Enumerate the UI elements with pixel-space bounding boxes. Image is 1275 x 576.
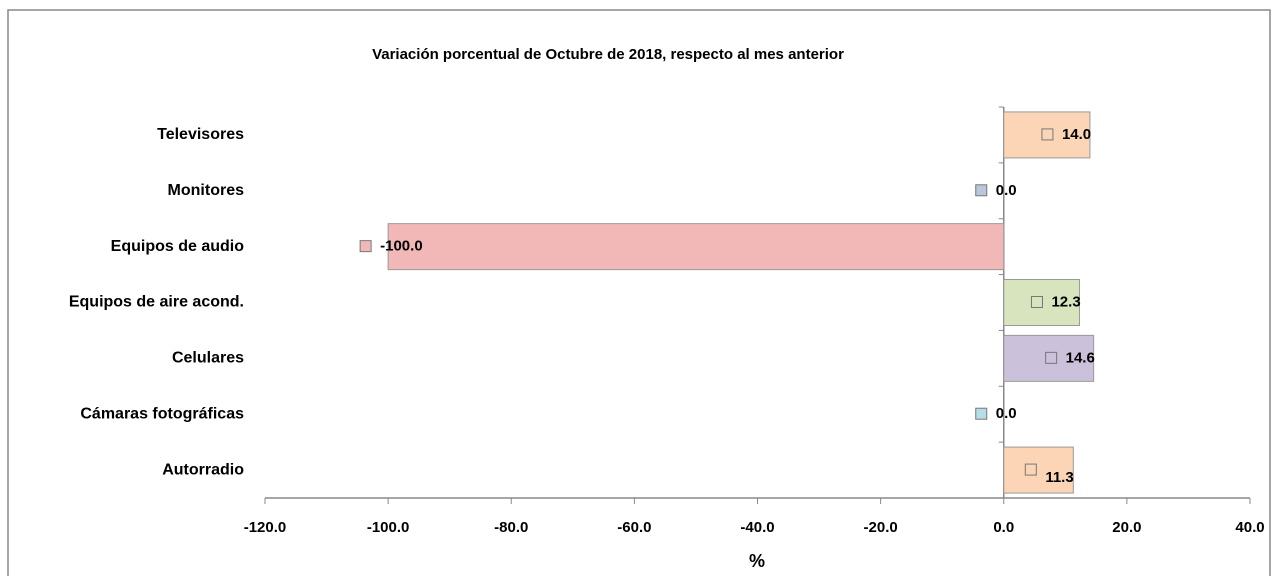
- x-tick-label: -120.0: [244, 519, 287, 536]
- chart-title: Variación porcentual de Octubre de 2018,…: [372, 46, 844, 63]
- x-tick-label: -100.0: [367, 519, 410, 536]
- y-tick-label: Cámaras fotográficas: [80, 405, 244, 422]
- label-key: [1030, 296, 1043, 308]
- value-label: 12.3: [1051, 293, 1080, 310]
- value-label: 14.6: [1066, 349, 1095, 366]
- x-tick-label: 40.0: [1235, 519, 1264, 536]
- x-axis-label: %: [749, 551, 765, 571]
- x-tick-label: 20.0: [1112, 519, 1141, 536]
- value-label: 14.0: [1062, 126, 1091, 143]
- value-label: 0.0: [996, 182, 1017, 199]
- bar: [1003, 446, 1074, 494]
- y-tick-label: Equipos de aire acond.: [69, 294, 244, 311]
- y-tick-label: Monitores: [168, 182, 245, 199]
- value-label: -100.0: [380, 238, 423, 255]
- label-key: [359, 240, 372, 253]
- y-tick-label: Celulares: [172, 350, 244, 367]
- label-key: [1045, 351, 1058, 364]
- x-tick-label: -40.0: [740, 519, 774, 536]
- label-key: [1024, 463, 1037, 476]
- y-tick-label: Televisores: [157, 126, 244, 143]
- x-tick-label: -80.0: [494, 519, 528, 536]
- label-key: [975, 407, 988, 420]
- bar: [387, 223, 1005, 271]
- y-tick-label: Autorradio: [162, 461, 244, 478]
- y-tick-label: Equipos de audio: [111, 238, 245, 255]
- label-key: [975, 184, 988, 197]
- value-label: 11.3: [1045, 469, 1073, 486]
- x-tick-label: -20.0: [864, 519, 898, 536]
- value-label: 0.0: [996, 405, 1017, 422]
- label-key: [1041, 128, 1054, 141]
- x-tick-label: -60.0: [617, 519, 651, 536]
- x-tick-label: 0.0: [993, 519, 1014, 536]
